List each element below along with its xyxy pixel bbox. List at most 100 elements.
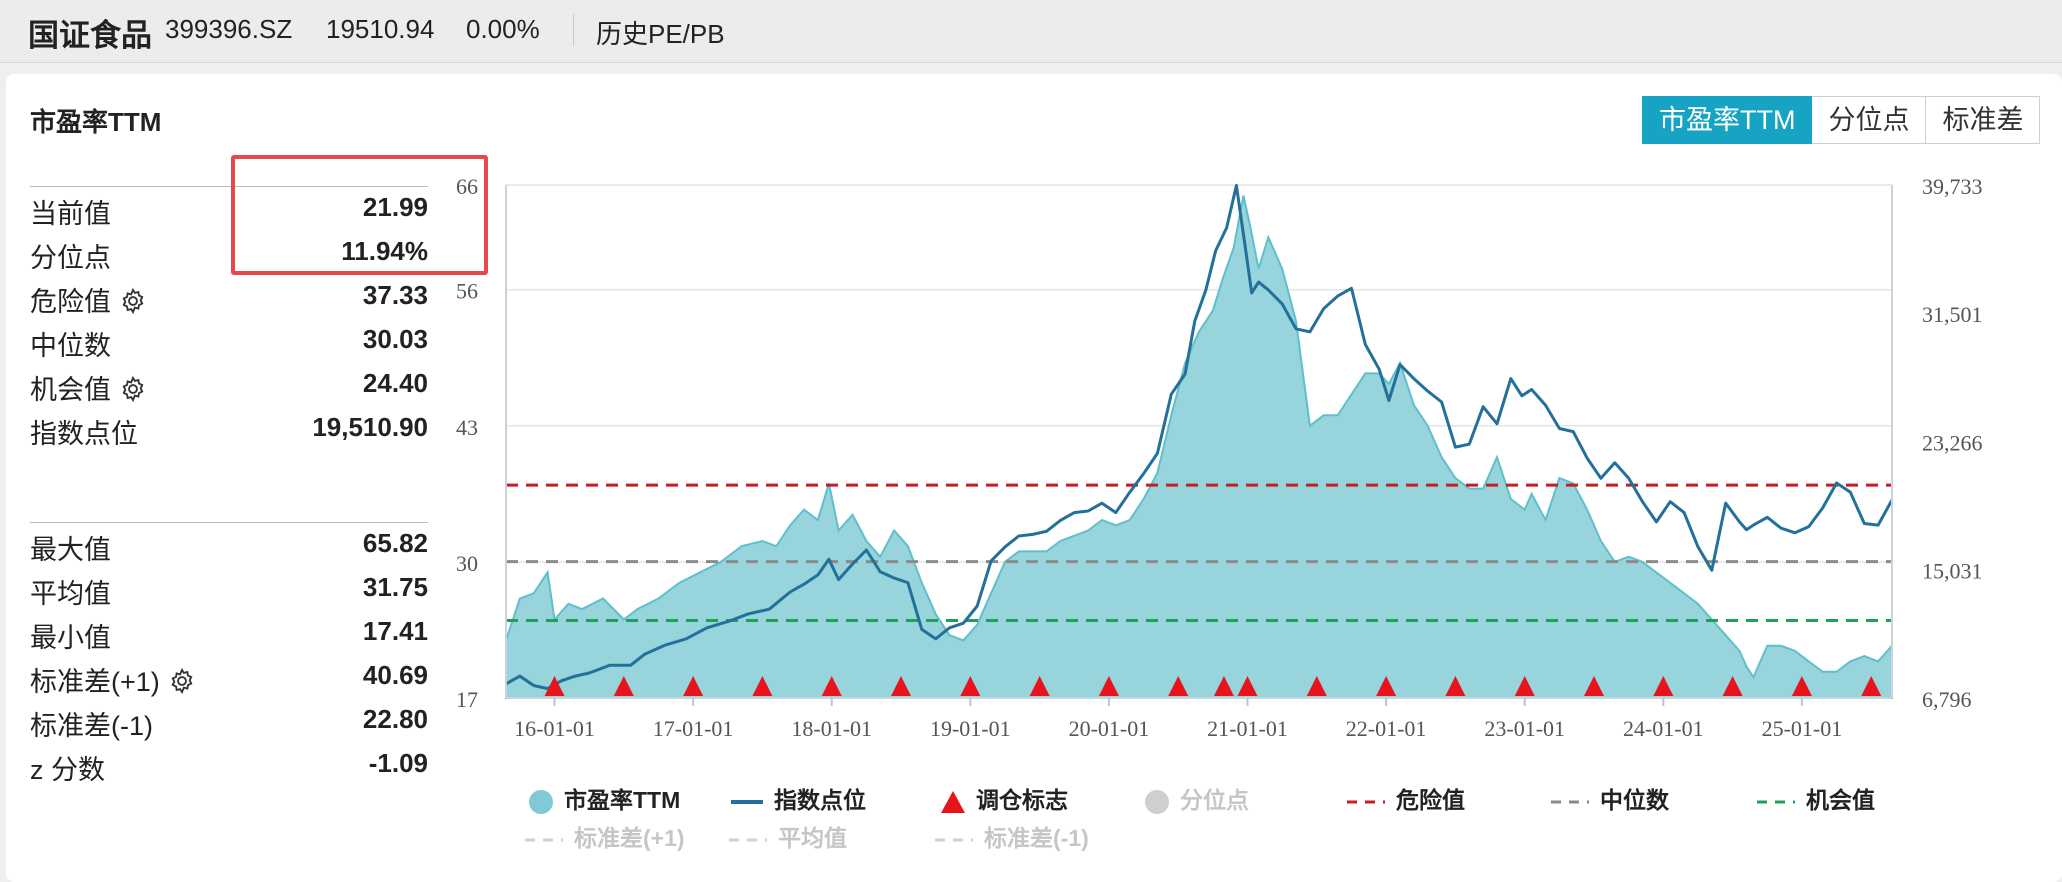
dash-line-icon — [1757, 800, 1795, 804]
stat-label-wrap: 机会值 — [30, 368, 147, 407]
chart-axes: 17 30 43 56 66 6,796 15,031 23,266 31,501 39,733 1… — [456, 174, 1983, 741]
legend-opportunity[interactable]: 机会值 — [1756, 781, 1875, 815]
y-right-tick-label: 15,031 — [1922, 559, 1983, 584]
y-left-tick-label: 17 — [456, 687, 478, 712]
dash-line-icon — [935, 838, 973, 842]
top-bar: 国证食品 399396.SZ 19510.94 0.00% 历史PE/PB — [0, 0, 2062, 63]
section-title[interactable]: 历史PE/PB — [596, 19, 725, 49]
legend-sd-minus[interactable]: 标准差(-1) — [934, 819, 1089, 853]
x-tick-label: 20-01-01 — [1069, 716, 1150, 741]
y-right-tick-label: 31,501 — [1922, 302, 1983, 327]
stat-label: 标准差(-1) — [30, 711, 153, 741]
stat-value: 19,510.90 — [312, 412, 428, 442]
stats-divider-top — [30, 186, 428, 187]
legend-index-level[interactable]: 指数点位 — [730, 781, 866, 815]
tab-std-dev[interactable]: 标准差 — [1926, 96, 2041, 144]
rebalance-marker — [1791, 676, 1812, 696]
stat-median: 中位数 30.03 — [30, 324, 428, 364]
tab-percentile[interactable]: 分位点 — [1812, 96, 1927, 144]
legend-label: 标准差(-1) — [984, 825, 1089, 851]
y-right-tick-label: 23,266 — [1922, 430, 1983, 455]
rebalance-marker — [1653, 676, 1674, 696]
rebalance-marker — [613, 676, 634, 696]
stat-value: 65.82 — [362, 528, 428, 558]
stat-label: 当前值 — [30, 199, 111, 229]
legend-percentile[interactable]: 分位点 — [1144, 781, 1249, 815]
rebalance-marker — [683, 676, 704, 696]
y-right-tick-label: 6,796 — [1922, 687, 1972, 712]
x-tick-label: 24-01-01 — [1623, 716, 1704, 741]
legend-median[interactable]: 中位数 — [1550, 781, 1669, 815]
index-change: 0.00% — [466, 14, 540, 44]
legend-mean[interactable]: 平均值 — [728, 819, 847, 853]
stat-percentile: 分位点 11.94% — [30, 236, 428, 276]
legend-sd-plus[interactable]: 标准差(+1) — [524, 819, 685, 853]
stat-sd-minus: 标准差(-1) 22.80 — [30, 704, 428, 744]
stat-label: 分位点 — [30, 243, 111, 273]
x-tick-label: 18-01-01 — [791, 716, 872, 741]
legend-rebalance[interactable]: 调仓标志 — [940, 781, 1068, 815]
stat-mean: 平均值 31.75 — [30, 572, 428, 612]
valuation-panel — [6, 74, 2062, 882]
legend-danger[interactable]: 危险值 — [1346, 781, 1465, 815]
filled-circle-icon — [1145, 789, 1169, 814]
y-left-tick-label: 56 — [456, 279, 478, 304]
gear-icon[interactable] — [119, 287, 147, 315]
stat-value: 31.75 — [362, 572, 428, 602]
dash-line-icon — [729, 838, 767, 842]
stat-opportunity: 机会值 24.40 — [30, 368, 428, 408]
legend-label: 标准差(+1) — [574, 825, 685, 851]
stat-value: 17.41 — [362, 616, 428, 646]
stat-label: 最大值 — [30, 535, 111, 565]
stat-label: 平均值 — [30, 579, 111, 609]
stat-label: 危险值 — [30, 287, 111, 317]
stat-value: 40.69 — [362, 660, 428, 690]
x-tick-label: 16-01-01 — [514, 716, 595, 741]
gear-icon[interactable] — [168, 667, 196, 695]
legend-pe-ttm[interactable]: 市盈率TTM — [528, 781, 680, 815]
stat-label: 指数点位 — [30, 419, 138, 449]
x-tick-label: 17-01-01 — [653, 716, 734, 741]
x-tick-label: 19-01-01 — [930, 716, 1011, 741]
index-level-line — [505, 184, 1894, 691]
rebalance-marker — [1376, 676, 1397, 696]
rebalance-marker — [1445, 676, 1466, 696]
stat-max: 最大值 65.82 — [30, 528, 428, 568]
rebalance-marker — [1237, 676, 1258, 696]
tab-pe-ttm[interactable]: 市盈率TTM — [1642, 96, 1813, 144]
legend-label: 机会值 — [1806, 787, 1875, 813]
rebalance-marker — [1722, 676, 1743, 696]
stat-current: 当前值 21.99 — [30, 192, 428, 232]
legend-label: 指数点位 — [774, 787, 866, 813]
y-left-tick-label: 43 — [456, 415, 478, 440]
highlight-box — [231, 155, 488, 275]
stat-label-wrap: 危险值 — [30, 280, 147, 319]
header-divider — [573, 14, 574, 46]
stat-label: 最小值 — [30, 623, 111, 653]
rebalance-marker — [960, 676, 981, 696]
rebalance-marker — [1861, 676, 1882, 696]
pe-ttm-area — [505, 195, 1893, 699]
dash-line-icon — [525, 838, 563, 842]
stat-value: 22.80 — [362, 704, 428, 734]
gear-icon[interactable] — [119, 375, 147, 403]
legend-label: 调仓标志 — [976, 787, 1068, 813]
rebalance-marker — [544, 676, 565, 696]
stat-danger: 危险值 37.33 — [30, 280, 428, 320]
triangle-icon — [941, 790, 965, 813]
stat-label: z 分数 — [30, 755, 106, 785]
stat-value: 30.03 — [362, 324, 428, 354]
y-left-tick-label: 66 — [456, 174, 478, 199]
stat-label: 机会值 — [30, 375, 111, 405]
stat-value: 24.40 — [362, 368, 428, 398]
rebalance-marker — [1168, 676, 1189, 696]
index-price: 19510.94 — [326, 14, 435, 44]
chart-plot — [505, 184, 1894, 699]
index-name: 国证食品 — [28, 18, 152, 53]
stat-sd-plus: 标准差(+1) 40.69 — [30, 660, 428, 700]
x-tick-label: 22-01-01 — [1346, 716, 1427, 741]
stat-min: 最小值 17.41 — [30, 616, 428, 656]
index-code: 399396.SZ — [165, 14, 293, 44]
stat-value: 37.33 — [362, 280, 428, 310]
